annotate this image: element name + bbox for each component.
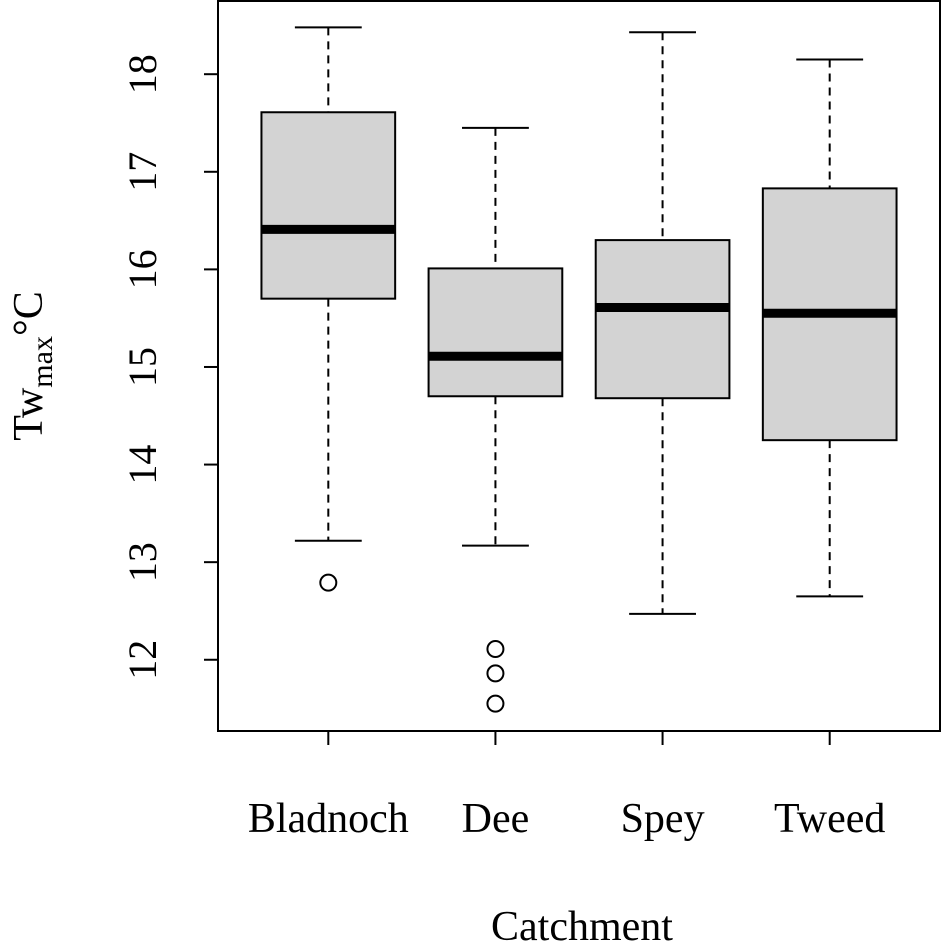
outlier: [486, 694, 505, 713]
outlier: [319, 573, 338, 592]
y-label-unit: °C: [6, 291, 52, 336]
y-tick-label: 14: [120, 445, 165, 485]
box: [594, 239, 731, 400]
y-label-sub: max: [26, 336, 59, 388]
y-label-main: Tw: [6, 387, 52, 441]
y-tick-label: 12: [120, 640, 165, 680]
y-tick-label: 13: [120, 542, 165, 582]
x-tick-label: Bladnoch: [248, 796, 409, 842]
box: [260, 111, 397, 300]
x-tick-label: Tweed: [774, 796, 885, 842]
box: [427, 267, 564, 398]
y-tick-label: 18: [120, 54, 165, 94]
x-tick-label: Spey: [621, 796, 705, 842]
y-axis-label: Twmax°C: [6, 291, 59, 441]
outlier: [486, 640, 505, 659]
outlier: [486, 664, 505, 683]
y-tick-label: 15: [120, 347, 165, 387]
x-axis-label: Catchment: [491, 904, 673, 950]
y-tick-label: 17: [120, 152, 165, 192]
y-tick-label: 16: [120, 249, 165, 289]
x-tick-label: Dee: [462, 796, 530, 842]
